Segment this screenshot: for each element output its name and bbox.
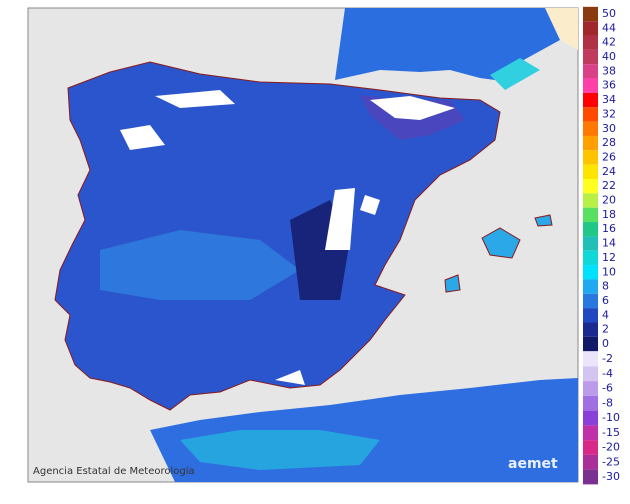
legend-swatch [583,351,598,367]
legend-label: 38 [602,64,616,77]
legend-label: -20 [602,441,620,454]
legend-swatch [583,6,598,22]
legend-swatch [583,193,598,208]
legend-swatch [583,469,598,485]
legend-swatch [583,164,598,179]
legend-label: 16 [602,222,616,235]
legend-label: -6 [602,382,613,395]
france-area [545,8,578,50]
legend-swatch [583,454,598,470]
legend-label: 50 [602,7,616,20]
legend-label: -2 [602,352,613,365]
legend-swatch [583,279,598,294]
legend-label: 12 [602,251,616,264]
legend-swatch [583,64,598,79]
legend-swatch [583,336,598,352]
legend-swatch [583,293,598,309]
legend-swatch [583,107,598,122]
legend-label: 34 [602,93,616,106]
iberia [54,61,501,411]
legend-swatch [583,207,598,223]
legend-swatch [583,121,598,136]
legend-swatch [583,425,598,441]
legend-label: 30 [602,122,616,135]
balearics [444,214,553,293]
legend-swatch [583,236,598,251]
legend-swatch [583,308,598,323]
legend-swatch [583,440,598,455]
africa-warm [180,430,380,470]
legend-label: 22 [602,179,616,192]
legend-label: 40 [602,50,616,63]
legend-swatch [583,410,598,426]
legend-label: 26 [602,150,616,163]
legend-swatch [583,222,598,237]
legend-swatch [583,150,598,165]
legend-label: 6 [602,294,609,307]
logo: aemet [508,456,558,472]
legend-swatch [583,35,598,50]
legend: 5044424038363432302826242220181614121086… [583,6,620,485]
legend-swatch [583,250,598,266]
legend-swatch [583,49,598,65]
legend-label: -10 [602,411,620,424]
legend-label: 4 [602,308,609,321]
legend-swatch [583,21,598,36]
legend-label: -8 [602,396,613,409]
agency-name: Agencia Estatal de Meteorología [33,465,195,477]
legend-swatch [583,381,598,396]
legend-label: 36 [602,79,616,92]
legend-swatch [583,322,598,337]
legend-swatch [583,179,598,194]
legend-label: 44 [602,21,616,34]
coast-warm [490,58,540,90]
snow-areas [120,90,380,385]
legend-swatch [583,78,598,93]
legend-label: 28 [602,136,616,149]
legend-label: -25 [602,455,620,468]
legend-label: 14 [602,237,616,250]
legend-swatch [583,366,598,382]
legend-label: 32 [602,107,616,120]
legend-label: -15 [602,426,620,439]
legend-swatch [583,92,598,108]
plateau-warm [100,230,300,300]
legend-label: 24 [602,165,616,178]
legend-label: 10 [602,265,616,278]
legend-label: 18 [602,208,616,221]
legend-swatch [583,135,598,151]
legend-label: 0 [602,337,609,350]
legend-label: 8 [602,280,609,293]
france-land [335,8,560,80]
legend-label: -4 [602,367,613,380]
legend-label: 2 [602,323,609,336]
legend-swatch [583,265,598,280]
legend-swatch [583,395,598,411]
legend-label: 20 [602,194,616,207]
legend-label: -30 [602,470,620,483]
legend-label: 42 [602,36,616,49]
snow-pyrenees [370,96,455,120]
